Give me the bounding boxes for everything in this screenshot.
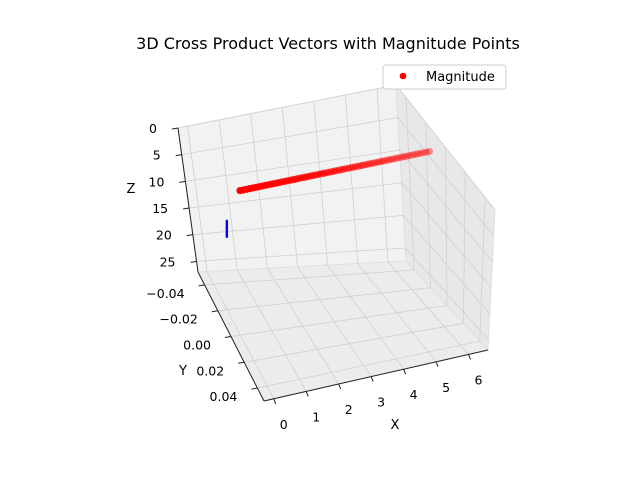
magnitude-point bbox=[409, 151, 417, 159]
y-tick-label: −0.02 bbox=[159, 312, 197, 327]
data-marks bbox=[225, 147, 433, 239]
legend-marker-magnitude bbox=[399, 72, 407, 80]
legend-label-magnitude: Magnitude bbox=[426, 70, 495, 85]
magnitude-point bbox=[422, 148, 430, 156]
y-tick-label: 0.04 bbox=[210, 389, 238, 404]
x-tick-label: 2 bbox=[345, 402, 353, 417]
y-tick-label: −0.04 bbox=[146, 286, 184, 301]
axis-lines bbox=[171, 127, 489, 404]
magnitude-point bbox=[406, 151, 414, 160]
y-axis-label: Y bbox=[178, 364, 187, 379]
tick-labels: 0 1 2 3 4 5 6 −0.04 −0.02 0.00 0.02 0.04 0 5 10 15 20 25 bbox=[146, 121, 482, 432]
x-tick-label: 3 bbox=[377, 395, 385, 410]
x-tick-label: 4 bbox=[410, 387, 418, 402]
magnitude-point bbox=[419, 149, 427, 157]
magnitude-point bbox=[400, 153, 408, 161]
magnitude-point bbox=[396, 153, 405, 162]
magnitude-point bbox=[393, 154, 401, 162]
magnitude-point bbox=[412, 150, 421, 158]
x-tick-label: 0 bbox=[280, 417, 288, 432]
z-tick-label: 0 bbox=[149, 121, 157, 136]
x-tick-label: 5 bbox=[442, 380, 450, 395]
y-tick-label: 0.00 bbox=[183, 338, 211, 353]
y-tick-label: 0.02 bbox=[196, 363, 224, 378]
z-axis-label: Z bbox=[127, 182, 136, 197]
z-tick-label: 20 bbox=[156, 228, 172, 243]
z-tick-label: 5 bbox=[153, 148, 161, 163]
legend-box bbox=[382, 64, 507, 90]
magnitude-point bbox=[416, 149, 424, 158]
z-tick-label: 10 bbox=[149, 174, 165, 189]
x-tick-label: 1 bbox=[312, 409, 320, 424]
legend: Magnitude bbox=[382, 64, 507, 90]
z-tick-label: 15 bbox=[152, 201, 168, 216]
x-axis-label: X bbox=[391, 418, 400, 433]
magnitude-point bbox=[425, 147, 433, 156]
z-tick-label: 25 bbox=[160, 254, 176, 269]
grid-lines bbox=[177, 84, 496, 399]
magnitude-point bbox=[403, 152, 411, 160]
x-tick-label: 6 bbox=[475, 372, 483, 387]
chart-title: 3D Cross Product Vectors with Magnitude … bbox=[136, 34, 520, 53]
